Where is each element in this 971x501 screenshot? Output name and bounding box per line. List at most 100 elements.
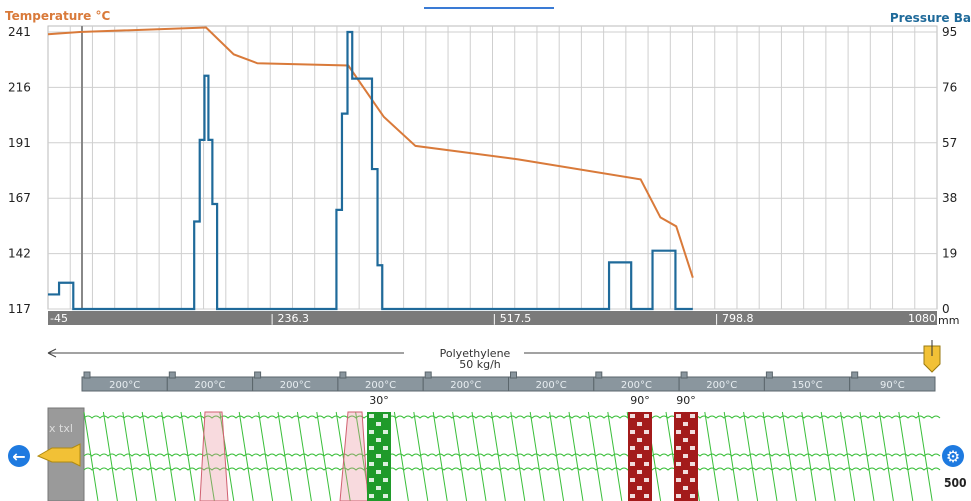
material-name: Polyethylene: [440, 347, 511, 360]
kneading-block-disc: [676, 430, 681, 434]
kneading-angle-label: 30°: [369, 394, 389, 407]
kneading-block-disc: [369, 494, 374, 498]
barrel-zone-temp: 200°C: [706, 380, 737, 391]
back-arrow-button[interactable]: ←: [8, 445, 30, 467]
kneading-block-disc: [644, 478, 649, 482]
screw-flight: [490, 411, 506, 501]
screw-flight: [277, 411, 293, 501]
screw-flight: [510, 411, 526, 501]
screw-flight: [801, 411, 817, 501]
barrel-zone-clamp: [168, 371, 176, 379]
left-axis-tick: 142: [8, 247, 31, 261]
barrel-zone-temp: 150°C: [792, 380, 823, 391]
barrel-zone-temp: 200°C: [194, 380, 225, 391]
barrel-zone-clamp: [765, 371, 773, 379]
kneading-block-disc: [676, 478, 681, 482]
screw-label-x: x: [49, 422, 56, 435]
barrel-zone: [849, 376, 936, 392]
kneading-block-disc: [637, 470, 642, 474]
kneading-block-disc: [369, 430, 374, 434]
barrel-length-label: 500: [944, 476, 967, 490]
screw-label-txl: txl: [59, 422, 73, 435]
kneading-block-disc: [376, 486, 381, 490]
kneading-block-disc: [383, 494, 388, 498]
kneading-block-disc: [376, 422, 381, 426]
screw-flight: [413, 411, 429, 501]
kneading-block-disc: [383, 462, 388, 466]
material-arrow-left: [47, 348, 57, 358]
screw-flight: [704, 411, 720, 501]
right-axis-tick: 57: [942, 136, 957, 150]
kneading-block-disc: [630, 478, 635, 482]
screw-flight: [529, 411, 545, 501]
kneading-block-disc: [676, 494, 681, 498]
kneading-block-disc: [676, 462, 681, 466]
kneading-block-disc: [630, 430, 635, 434]
screw-crest-line: [83, 415, 941, 419]
kneading-block-disc: [683, 470, 688, 474]
barrel-zone-clamp: [851, 371, 859, 379]
kneading-block-disc: [637, 422, 642, 426]
kneading-block-disc: [644, 446, 649, 450]
kneading-block-disc: [690, 430, 695, 434]
kneading-block-disc: [683, 454, 688, 458]
screw-flight: [296, 411, 312, 501]
kneading-block-disc: [369, 462, 374, 466]
kneading-block-disc: [644, 430, 649, 434]
barrel-zone-clamp: [83, 371, 91, 379]
kneading-block-disc: [683, 422, 688, 426]
pressure-series-line: [48, 30, 693, 311]
kneading-block-disc: [630, 446, 635, 450]
screw-flight: [122, 411, 138, 501]
screw-flight: [549, 411, 565, 501]
kneading-block-disc: [690, 446, 695, 450]
x-axis-tick: | 517.5: [493, 312, 532, 325]
screw-flight: [568, 411, 584, 501]
screw-flight: [432, 411, 448, 501]
barrel-zone-temp: 200°C: [365, 380, 396, 391]
x-axis-tick: | 236.3: [270, 312, 309, 325]
screw-flight: [781, 411, 797, 501]
screw-flight: [83, 411, 99, 501]
kneading-block-disc: [676, 414, 681, 418]
kneading-block-disc: [644, 462, 649, 466]
screw-flight: [471, 411, 487, 501]
screw-flight: [219, 411, 235, 501]
screw-crest-line: [83, 467, 941, 471]
x-axis-unit: mm: [938, 314, 959, 327]
screw-flight: [102, 411, 118, 501]
kneading-block-disc: [690, 478, 695, 482]
settings-gear-button[interactable]: ⚙: [942, 445, 964, 467]
barrel-zone-clamp: [680, 371, 688, 379]
kneading-block-disc: [369, 414, 374, 418]
barrel-zone-temp: 90°C: [880, 380, 905, 391]
right-axis-tick: 0: [942, 302, 950, 316]
left-axis-tick: 241: [8, 25, 31, 39]
kneading-block-disc: [683, 438, 688, 442]
kneading-block-disc: [383, 446, 388, 450]
left-axis-tick: 167: [8, 191, 31, 205]
right-axis-tick: 38: [942, 191, 957, 205]
kneading-block-disc: [637, 454, 642, 458]
kneading-block-disc: [637, 438, 642, 442]
screw-flight: [238, 411, 254, 501]
kneading-block-disc: [383, 430, 388, 434]
kneading-block-disc: [690, 494, 695, 498]
barrel-zone-clamp: [424, 371, 432, 379]
x-axis-band: [48, 311, 937, 325]
right-axis-title: Pressure Ba: [889, 11, 971, 25]
screw-flight: [161, 411, 177, 501]
barrel-zone-temp: 200°C: [621, 380, 652, 391]
barrel-zone-clamp: [510, 371, 517, 379]
x-axis-tick: | 798.8: [715, 312, 754, 325]
kneading-block-disc: [637, 486, 642, 490]
kneading-block-disc: [376, 438, 381, 442]
screw-flight: [607, 411, 623, 501]
kneading-block-disc: [676, 446, 681, 450]
barrel-zone-temp: 200°C: [536, 380, 567, 391]
screw-tip-icon: [36, 443, 81, 467]
right-axis-tick: 19: [942, 247, 957, 261]
screw-flight: [335, 411, 351, 501]
screw-crest-line: [83, 453, 941, 457]
material-rate: 50 kg/h: [459, 358, 501, 371]
